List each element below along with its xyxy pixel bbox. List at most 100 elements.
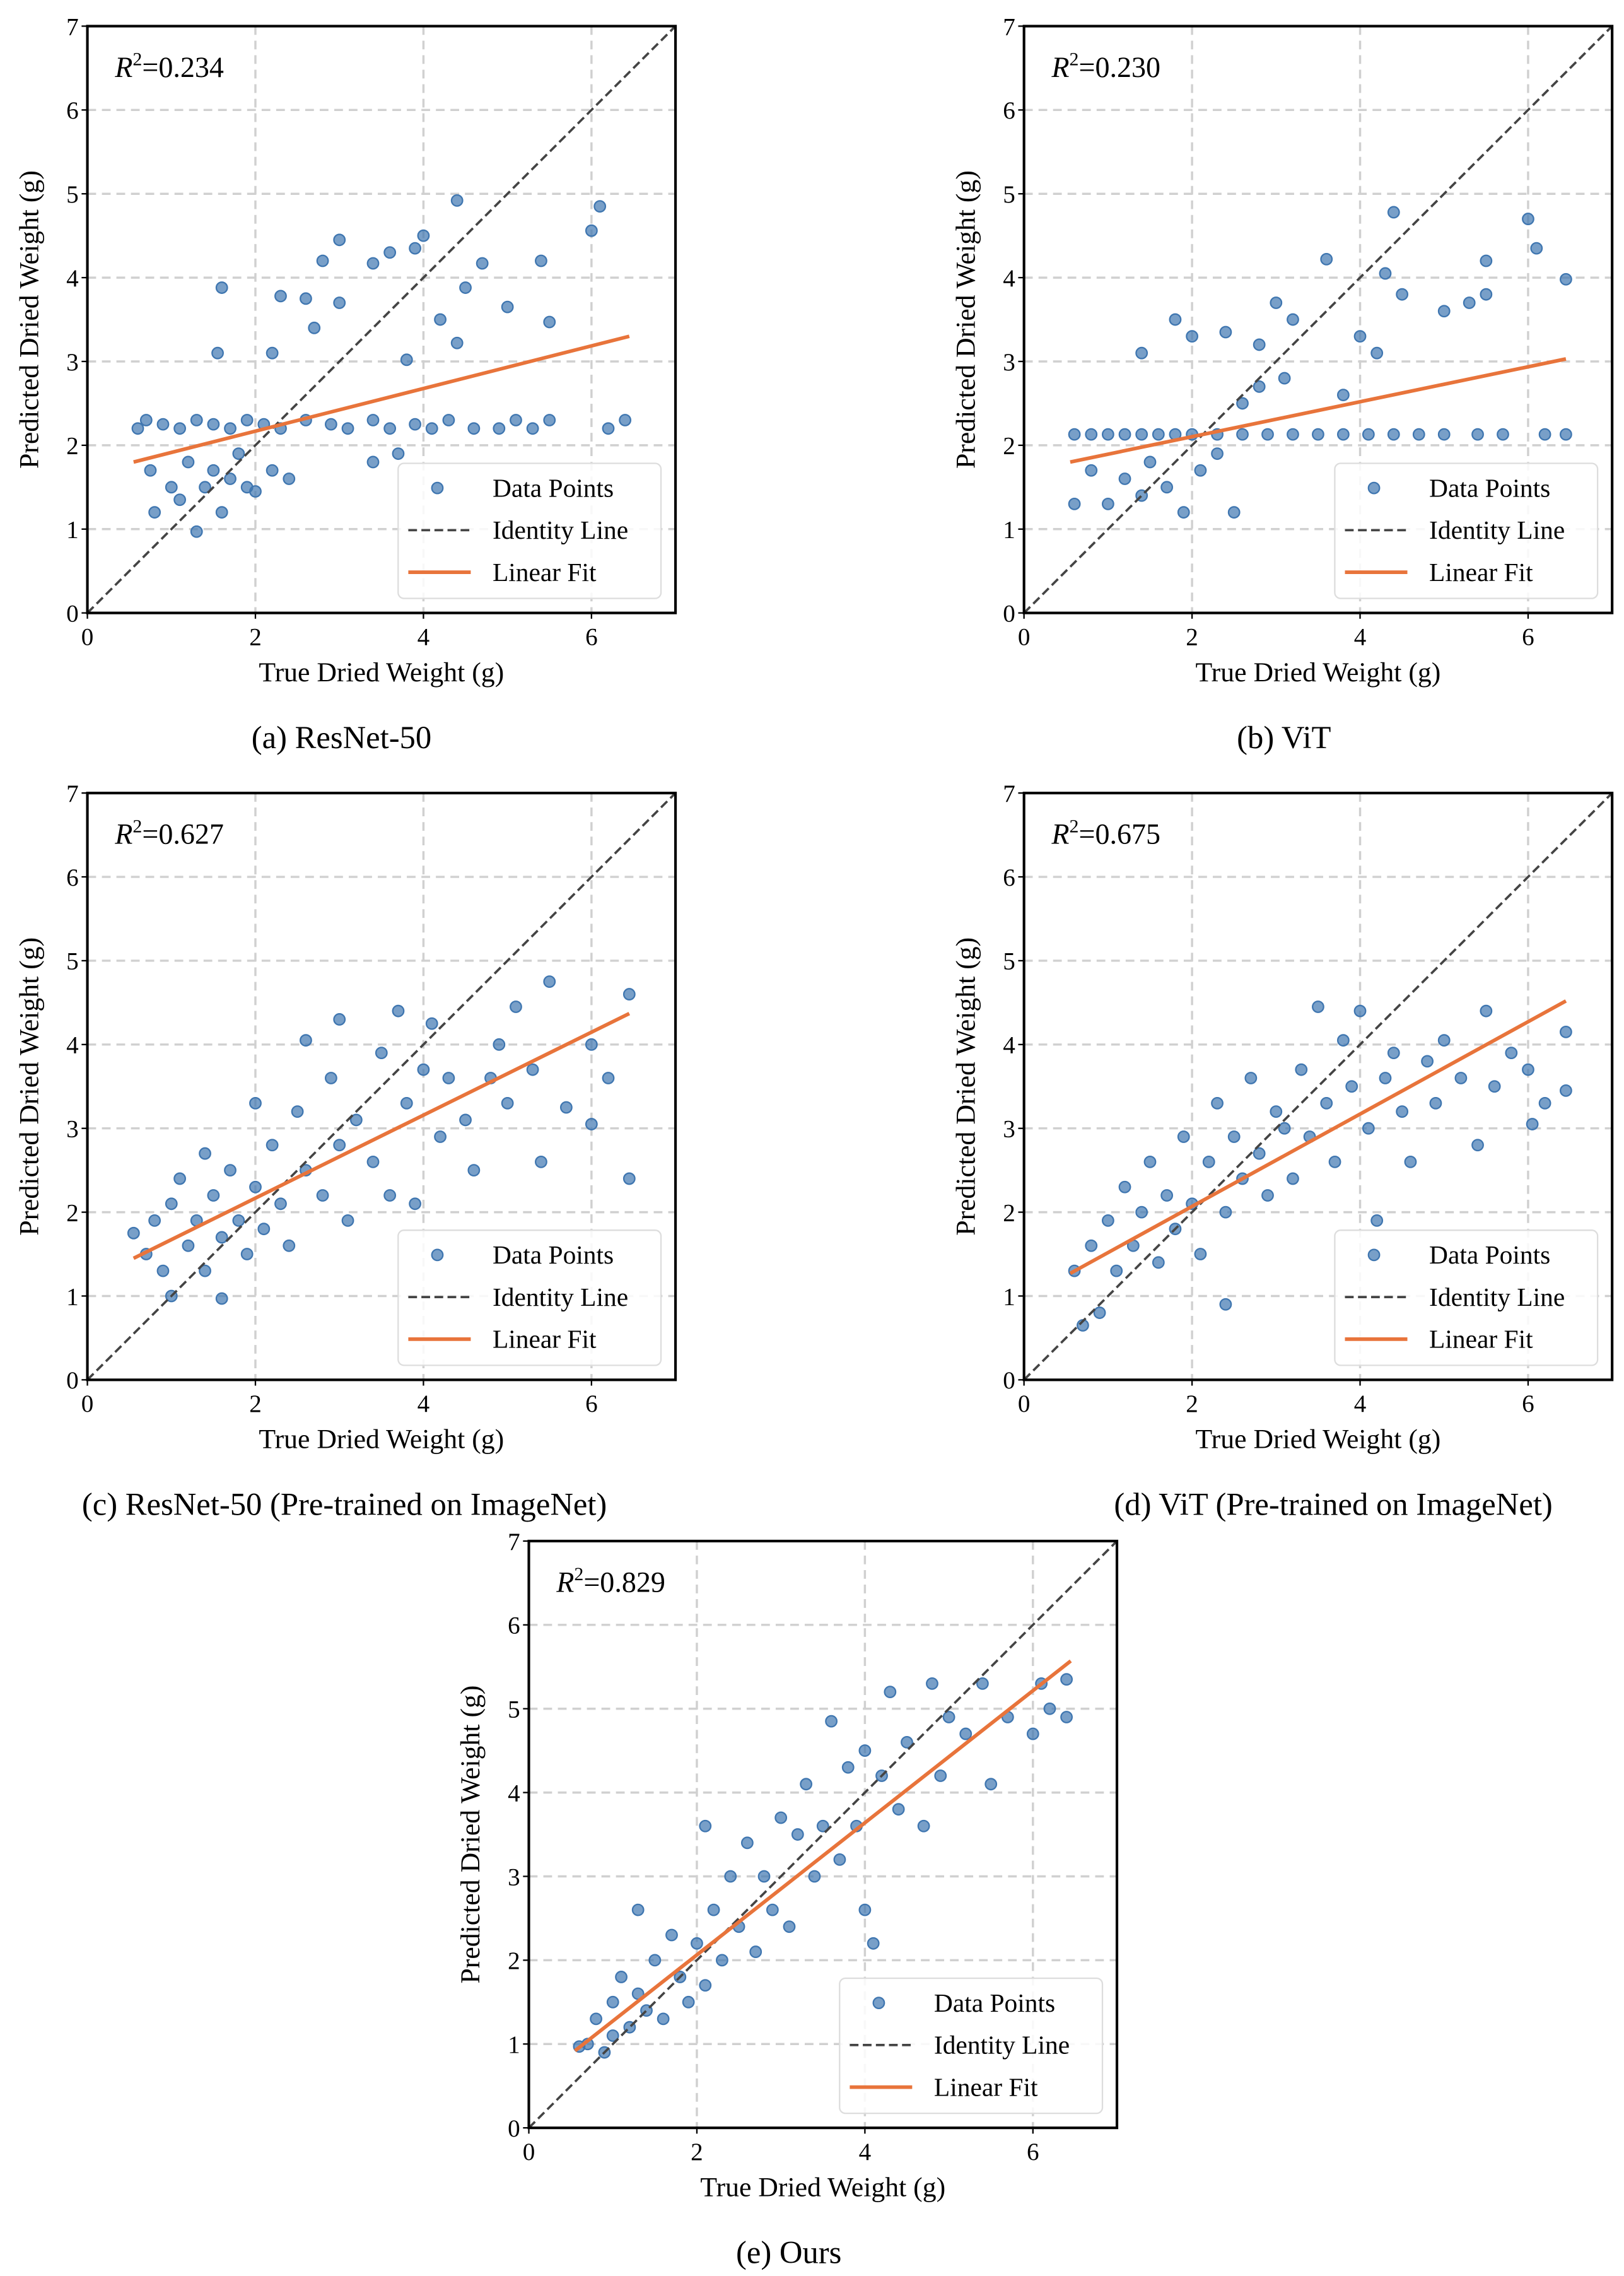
data-point [274, 290, 287, 303]
data-point [1085, 428, 1098, 441]
data-point [409, 1197, 421, 1211]
data-point [699, 1819, 712, 1833]
x-tick-label: 4 [859, 2138, 872, 2166]
data-point [699, 1979, 712, 1992]
data-point [1227, 506, 1241, 519]
data-point [1480, 254, 1493, 267]
y-tick-label: 7 [1003, 13, 1015, 40]
data-point [1336, 1034, 1350, 1047]
data-point [156, 418, 170, 431]
y-tick-label: 4 [1003, 265, 1015, 292]
data-point [266, 464, 279, 477]
data-point [1135, 1205, 1148, 1219]
subfigure-caption: (e) Ours [736, 2234, 841, 2270]
data-point [1152, 1256, 1165, 1269]
data-point [959, 1727, 973, 1740]
r-squared-value: =0.230 [1079, 51, 1161, 83]
data-point [366, 257, 380, 270]
data-point [1320, 252, 1333, 266]
data-point [207, 418, 220, 431]
data-point [190, 525, 203, 538]
data-point [1328, 1155, 1341, 1168]
data-point [232, 447, 245, 460]
data-point [800, 1778, 813, 1791]
data-point [1068, 497, 1081, 510]
data-point [182, 1239, 195, 1252]
data-point [1522, 213, 1534, 225]
data-point [1169, 313, 1182, 326]
data-point [707, 1903, 720, 1916]
data-point [190, 414, 203, 426]
legend-label-identity: Identity Line [493, 515, 628, 544]
data-point [984, 1778, 998, 1791]
y-tick-label: 6 [1003, 97, 1015, 124]
x-tick-label: 2 [1186, 623, 1198, 650]
r-squared-annotation: R2=0.627 [114, 816, 224, 850]
legend-label-fit: Linear Fit [1429, 1325, 1533, 1354]
data-point [1437, 305, 1451, 318]
data-point [1160, 481, 1174, 494]
data-point [1253, 338, 1266, 351]
data-point [341, 1214, 354, 1227]
data-point [375, 1047, 388, 1060]
y-tick-label: 0 [66, 600, 79, 627]
data-point [1270, 1105, 1283, 1118]
legend-label-identity: Identity Line [1429, 515, 1565, 544]
data-point [291, 1105, 304, 1118]
data-point [173, 422, 186, 435]
data-point [841, 1761, 855, 1774]
data-point [442, 414, 455, 426]
data-point [526, 1063, 539, 1076]
data-point [139, 414, 153, 426]
data-point [749, 1945, 762, 1958]
data-point [1085, 464, 1098, 477]
identity-line [86, 792, 677, 1381]
data-point [543, 975, 556, 988]
y-axis-label: Predicted Dried Weight (g) [455, 1686, 486, 1984]
y-tick-label: 5 [1003, 181, 1015, 208]
data-point [543, 315, 556, 329]
y-tick-label: 2 [1003, 433, 1015, 460]
data-point [1278, 1122, 1291, 1135]
data-point [691, 1937, 703, 1950]
data-point [1060, 1711, 1073, 1723]
y-tick-label: 4 [66, 265, 79, 292]
legend-label-identity: Identity Line [934, 2031, 1070, 2060]
data-point [1060, 1673, 1073, 1686]
data-point [602, 1072, 615, 1084]
data-point [425, 422, 438, 435]
legend-marker-points [431, 481, 444, 495]
y-axis-label: Predicted Dried Weight (g) [14, 170, 44, 469]
y-tick-label: 4 [66, 1032, 79, 1059]
x-tick-label: 2 [249, 1390, 262, 1417]
y-tick-label: 5 [1003, 948, 1015, 975]
data-point [266, 346, 279, 360]
r-symbol: R [114, 818, 132, 850]
data-point [182, 455, 195, 469]
legend-label-fit: Linear Fit [493, 1325, 597, 1354]
x-tick-label: 0 [523, 2138, 535, 2166]
data-point [366, 414, 380, 426]
data-point [1236, 397, 1249, 410]
r-squared-value: =0.675 [1079, 818, 1161, 850]
data-point [1471, 428, 1484, 441]
data-point [316, 1189, 329, 1202]
y-tick-label: 7 [66, 780, 79, 807]
subfigure-caption: (a) ResNet-50 [252, 720, 431, 755]
data-point [1560, 273, 1572, 286]
data-point [257, 1223, 271, 1236]
r-squared-annotation: R2=0.230 [1051, 49, 1160, 83]
y-tick-label: 6 [66, 97, 79, 124]
data-point [1437, 1034, 1451, 1047]
data-point [467, 422, 481, 435]
data-point [1463, 296, 1476, 309]
data-point [1211, 1096, 1224, 1110]
data-point [232, 1214, 245, 1227]
data-point [156, 1264, 170, 1277]
x-tick-label: 4 [418, 1390, 430, 1417]
legend-label-fit: Linear Fit [493, 558, 597, 587]
data-point [383, 1189, 397, 1202]
y-tick-label: 4 [1003, 1032, 1015, 1059]
data-point [1538, 428, 1551, 441]
data-point [1085, 1239, 1098, 1252]
